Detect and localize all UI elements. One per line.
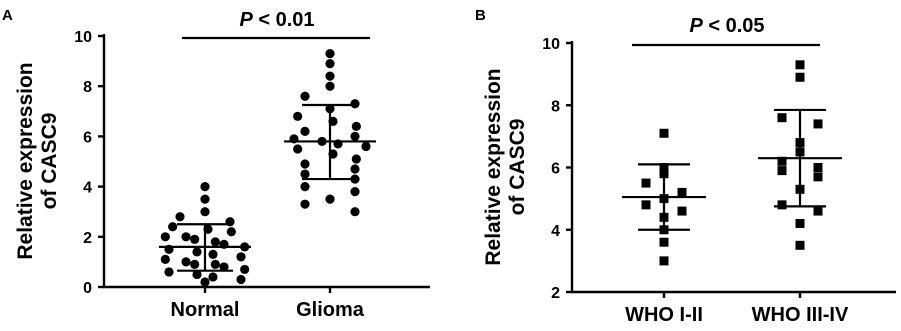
panel-a-data-point bbox=[208, 272, 218, 282]
panel-a-data-point bbox=[190, 259, 200, 270]
panel-b-data-point bbox=[659, 256, 669, 266]
panel-a-data-point bbox=[325, 71, 335, 81]
panel-b-ylabel-line1: Relative expression bbox=[482, 68, 505, 265]
panel-b-ytick-label: 2 bbox=[551, 285, 560, 302]
panel-b-data-point bbox=[795, 60, 805, 70]
panel-a-data-point bbox=[200, 182, 210, 192]
panel-b-data-point bbox=[795, 72, 805, 82]
panel-a-data-point bbox=[200, 207, 210, 217]
panel-a: A Relative expression of CASC9 P < 0.01 … bbox=[2, 7, 430, 321]
panel-a-data-point bbox=[175, 212, 185, 222]
panel-a-ytick-label: 0 bbox=[83, 280, 92, 297]
panel-a-data-point bbox=[210, 237, 220, 247]
panel-a-data-point bbox=[350, 187, 360, 197]
panel-b-ytick-label: 4 bbox=[551, 223, 560, 240]
panel-b-data-point bbox=[813, 206, 823, 216]
panel-b-data-point bbox=[659, 237, 669, 247]
panel-a-category-label: Normal bbox=[171, 299, 240, 321]
panel-a-data-point bbox=[325, 59, 335, 69]
panel-b-ytick-label: 8 bbox=[551, 98, 560, 115]
panel-a-data-point bbox=[300, 199, 310, 209]
panel-a-data-point bbox=[325, 194, 335, 204]
panel-b-data-point bbox=[777, 200, 787, 210]
panel-b-pvalue: P < 0.05 bbox=[689, 15, 764, 37]
panel-a-ytick-label: 10 bbox=[74, 29, 92, 46]
panel-a-data-point bbox=[208, 249, 218, 259]
panel-a-ytick-label: 8 bbox=[83, 79, 92, 96]
panel-b-data-point bbox=[777, 166, 787, 176]
panel-a-data-point bbox=[325, 48, 335, 59]
panel-a-category-label: Glioma bbox=[296, 299, 365, 321]
panel-a-data-point bbox=[219, 262, 229, 272]
panel-a-data-point bbox=[351, 154, 361, 164]
panel-a-label: A bbox=[2, 7, 13, 24]
panel-a-data-point bbox=[226, 227, 236, 237]
panel-a-data-point bbox=[200, 277, 210, 287]
panel-a-data-point bbox=[160, 232, 170, 242]
panel-a-data-point bbox=[325, 81, 335, 91]
panel-a-data-point bbox=[293, 144, 303, 154]
panel-a-data-point bbox=[200, 194, 210, 204]
panel-a-data-point bbox=[350, 131, 360, 141]
panel-b-category-label: WHO III-IV bbox=[752, 304, 849, 326]
panel-a-data-point bbox=[300, 169, 310, 179]
panel-a-data-point bbox=[293, 111, 303, 121]
panel-b-data-point bbox=[641, 200, 651, 210]
panel-b-ytick-label: 10 bbox=[542, 36, 560, 53]
panel-b-data-point bbox=[813, 172, 823, 182]
panel-a-ylabel-line1: Relative expression bbox=[14, 62, 37, 259]
panel-b-data-point bbox=[641, 178, 651, 188]
panel-a-data-point bbox=[181, 257, 191, 267]
panel-a-data-point bbox=[300, 91, 310, 101]
panel-a-ytick-label: 2 bbox=[83, 230, 92, 247]
panel-a-data-point bbox=[350, 164, 360, 174]
panel-b-label: B bbox=[475, 7, 486, 24]
panel-b-data-point bbox=[795, 240, 805, 250]
panel-a-data-point bbox=[240, 264, 250, 275]
panel-b-data-point bbox=[813, 119, 823, 129]
panel-b-data-point bbox=[677, 187, 687, 197]
panel-a-pvalue: P < 0.01 bbox=[239, 9, 314, 31]
panel-b-data-point bbox=[795, 219, 805, 229]
panel-a-data-point bbox=[300, 182, 310, 192]
panel-b-data-point bbox=[677, 206, 687, 216]
panel-b-data-point bbox=[777, 156, 787, 166]
panel-b-ylabel-line2: of CASC9 bbox=[506, 119, 529, 216]
panel-b-data-point bbox=[813, 163, 823, 172]
panel-a-ylabel-line2: of CASC9 bbox=[38, 113, 61, 210]
panel-a-data-point bbox=[210, 259, 220, 270]
panel-a-data-point bbox=[192, 269, 202, 280]
panel-b-category-label: WHO I-II bbox=[625, 304, 703, 326]
panel-a-data-point bbox=[164, 267, 174, 277]
panel-a-data-point bbox=[168, 222, 178, 232]
panel-a-data-point bbox=[300, 159, 310, 169]
panel-a-ytick-label: 6 bbox=[83, 129, 92, 146]
panel-a-data-point bbox=[192, 247, 202, 257]
panel-a-data-point bbox=[350, 99, 360, 109]
panel-b-data-point bbox=[777, 113, 787, 123]
panel-a-data-point bbox=[236, 274, 246, 285]
panel-a-data-point bbox=[361, 141, 371, 152]
panel-a-data-point bbox=[181, 232, 191, 242]
panel-a-data-point bbox=[190, 234, 200, 244]
panel-a-data-point bbox=[300, 126, 310, 136]
panel-a-ytick-label: 4 bbox=[83, 180, 92, 197]
panel-a-data-point bbox=[350, 207, 360, 217]
panel-b-data-point bbox=[659, 128, 669, 138]
panel-a-data-point bbox=[236, 252, 246, 262]
panel-b-ytick-label: 6 bbox=[551, 161, 560, 178]
panel-a-data-point bbox=[160, 254, 170, 264]
panel-b: B Relative expression of CASC9 P < 0.05 … bbox=[475, 7, 896, 326]
panel-a-data-point bbox=[351, 121, 361, 131]
